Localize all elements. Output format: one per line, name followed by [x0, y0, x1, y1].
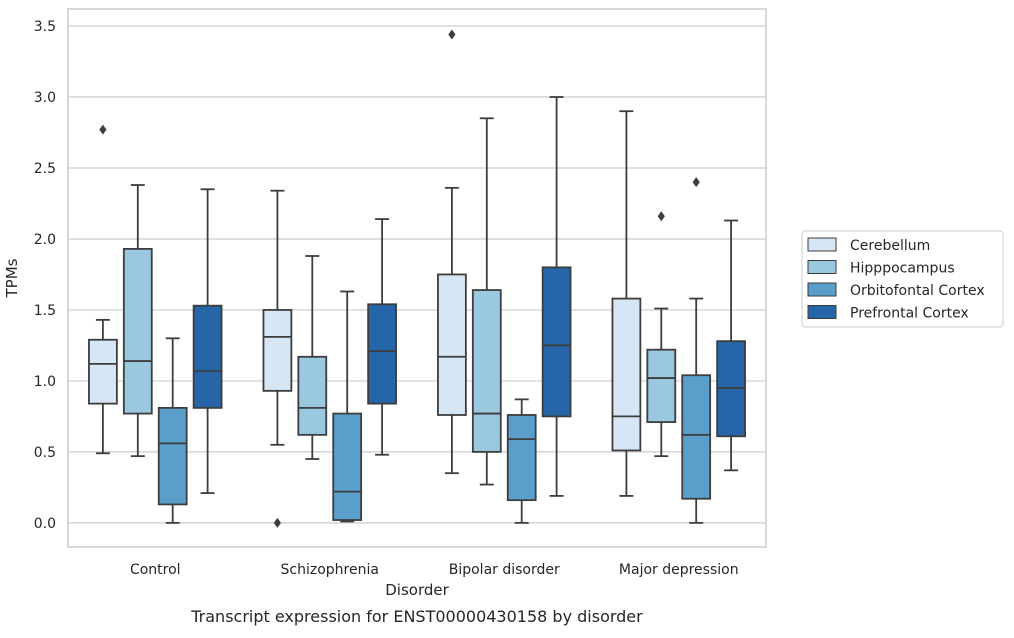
outlier-point	[448, 29, 456, 40]
box	[471, 289, 502, 453]
box-group	[157, 337, 188, 524]
box-group	[611, 110, 642, 497]
y-tick-label: 0.0	[34, 516, 56, 532]
box-group	[681, 177, 712, 524]
y-tick-label: 0.5	[34, 445, 56, 461]
plot-frame	[67, 8, 767, 548]
legend-swatch	[807, 260, 837, 274]
x-axis-label: Disorder	[385, 581, 449, 599]
x-tick-labels: Control Schizophrenia Bipolar disorder Majo…	[130, 562, 739, 578]
outlier-point	[657, 211, 665, 222]
box-group	[471, 117, 502, 486]
box-group	[192, 188, 223, 494]
box-plots	[88, 29, 746, 528]
box	[332, 412, 363, 521]
box	[192, 304, 223, 409]
box-group	[716, 219, 746, 472]
legend-label: Orbitofontal Cortex	[850, 283, 985, 299]
x-tick-label: Bipolar disorder	[449, 562, 560, 578]
y-tick-label: 1.0	[34, 374, 56, 390]
box-group	[332, 290, 363, 523]
outlier-point	[99, 124, 107, 135]
box-group	[437, 29, 467, 475]
chart-caption: Transcript expression for ENST0000043015…	[190, 607, 643, 626]
box	[367, 303, 397, 405]
x-tick-label: Schizophrenia	[281, 562, 379, 578]
box	[437, 273, 467, 416]
box	[157, 406, 188, 506]
box	[646, 348, 677, 423]
box	[262, 309, 293, 392]
y-tick-label: 2.5	[34, 161, 56, 177]
outlier-point	[273, 517, 281, 528]
box	[541, 266, 572, 418]
y-tick-labels: 0.0 0.5 1.0 1.5 2.0 2.5 3.0 3.5	[34, 19, 56, 532]
box-group	[506, 398, 537, 524]
box	[506, 414, 537, 502]
y-tick-label: 3.5	[34, 19, 56, 35]
box	[122, 247, 153, 415]
y-tick-label: 1.5	[34, 303, 56, 319]
box-group	[541, 96, 572, 497]
legend-swatch	[807, 305, 837, 319]
box-group	[297, 255, 328, 460]
x-tick-label: Control	[130, 562, 181, 578]
y-tick-label: 3.0	[34, 90, 56, 106]
x-tick-label: Major depression	[619, 562, 739, 578]
box-group	[646, 211, 677, 458]
legend-swatch	[807, 282, 837, 297]
legend-label: Cerebellum	[850, 238, 930, 254]
legend: Cerebellum Hipppocampus Orbitofontal Corte…	[801, 230, 1004, 328]
box-group	[367, 218, 397, 456]
box	[88, 338, 118, 405]
box-group	[88, 124, 118, 455]
y-tick-label: 2.0	[34, 232, 56, 248]
box	[297, 355, 328, 436]
legend-swatch	[807, 237, 837, 252]
legend-label: Hipppocampus	[850, 261, 955, 277]
outlier-point	[692, 177, 700, 188]
box	[611, 297, 642, 452]
legend-frame	[801, 230, 1004, 328]
legend-label: Prefrontal Cortex	[850, 306, 969, 322]
box	[681, 374, 712, 500]
y-axis-label: TPMs	[3, 258, 21, 298]
box-group	[122, 184, 153, 458]
box-group	[262, 189, 293, 528]
